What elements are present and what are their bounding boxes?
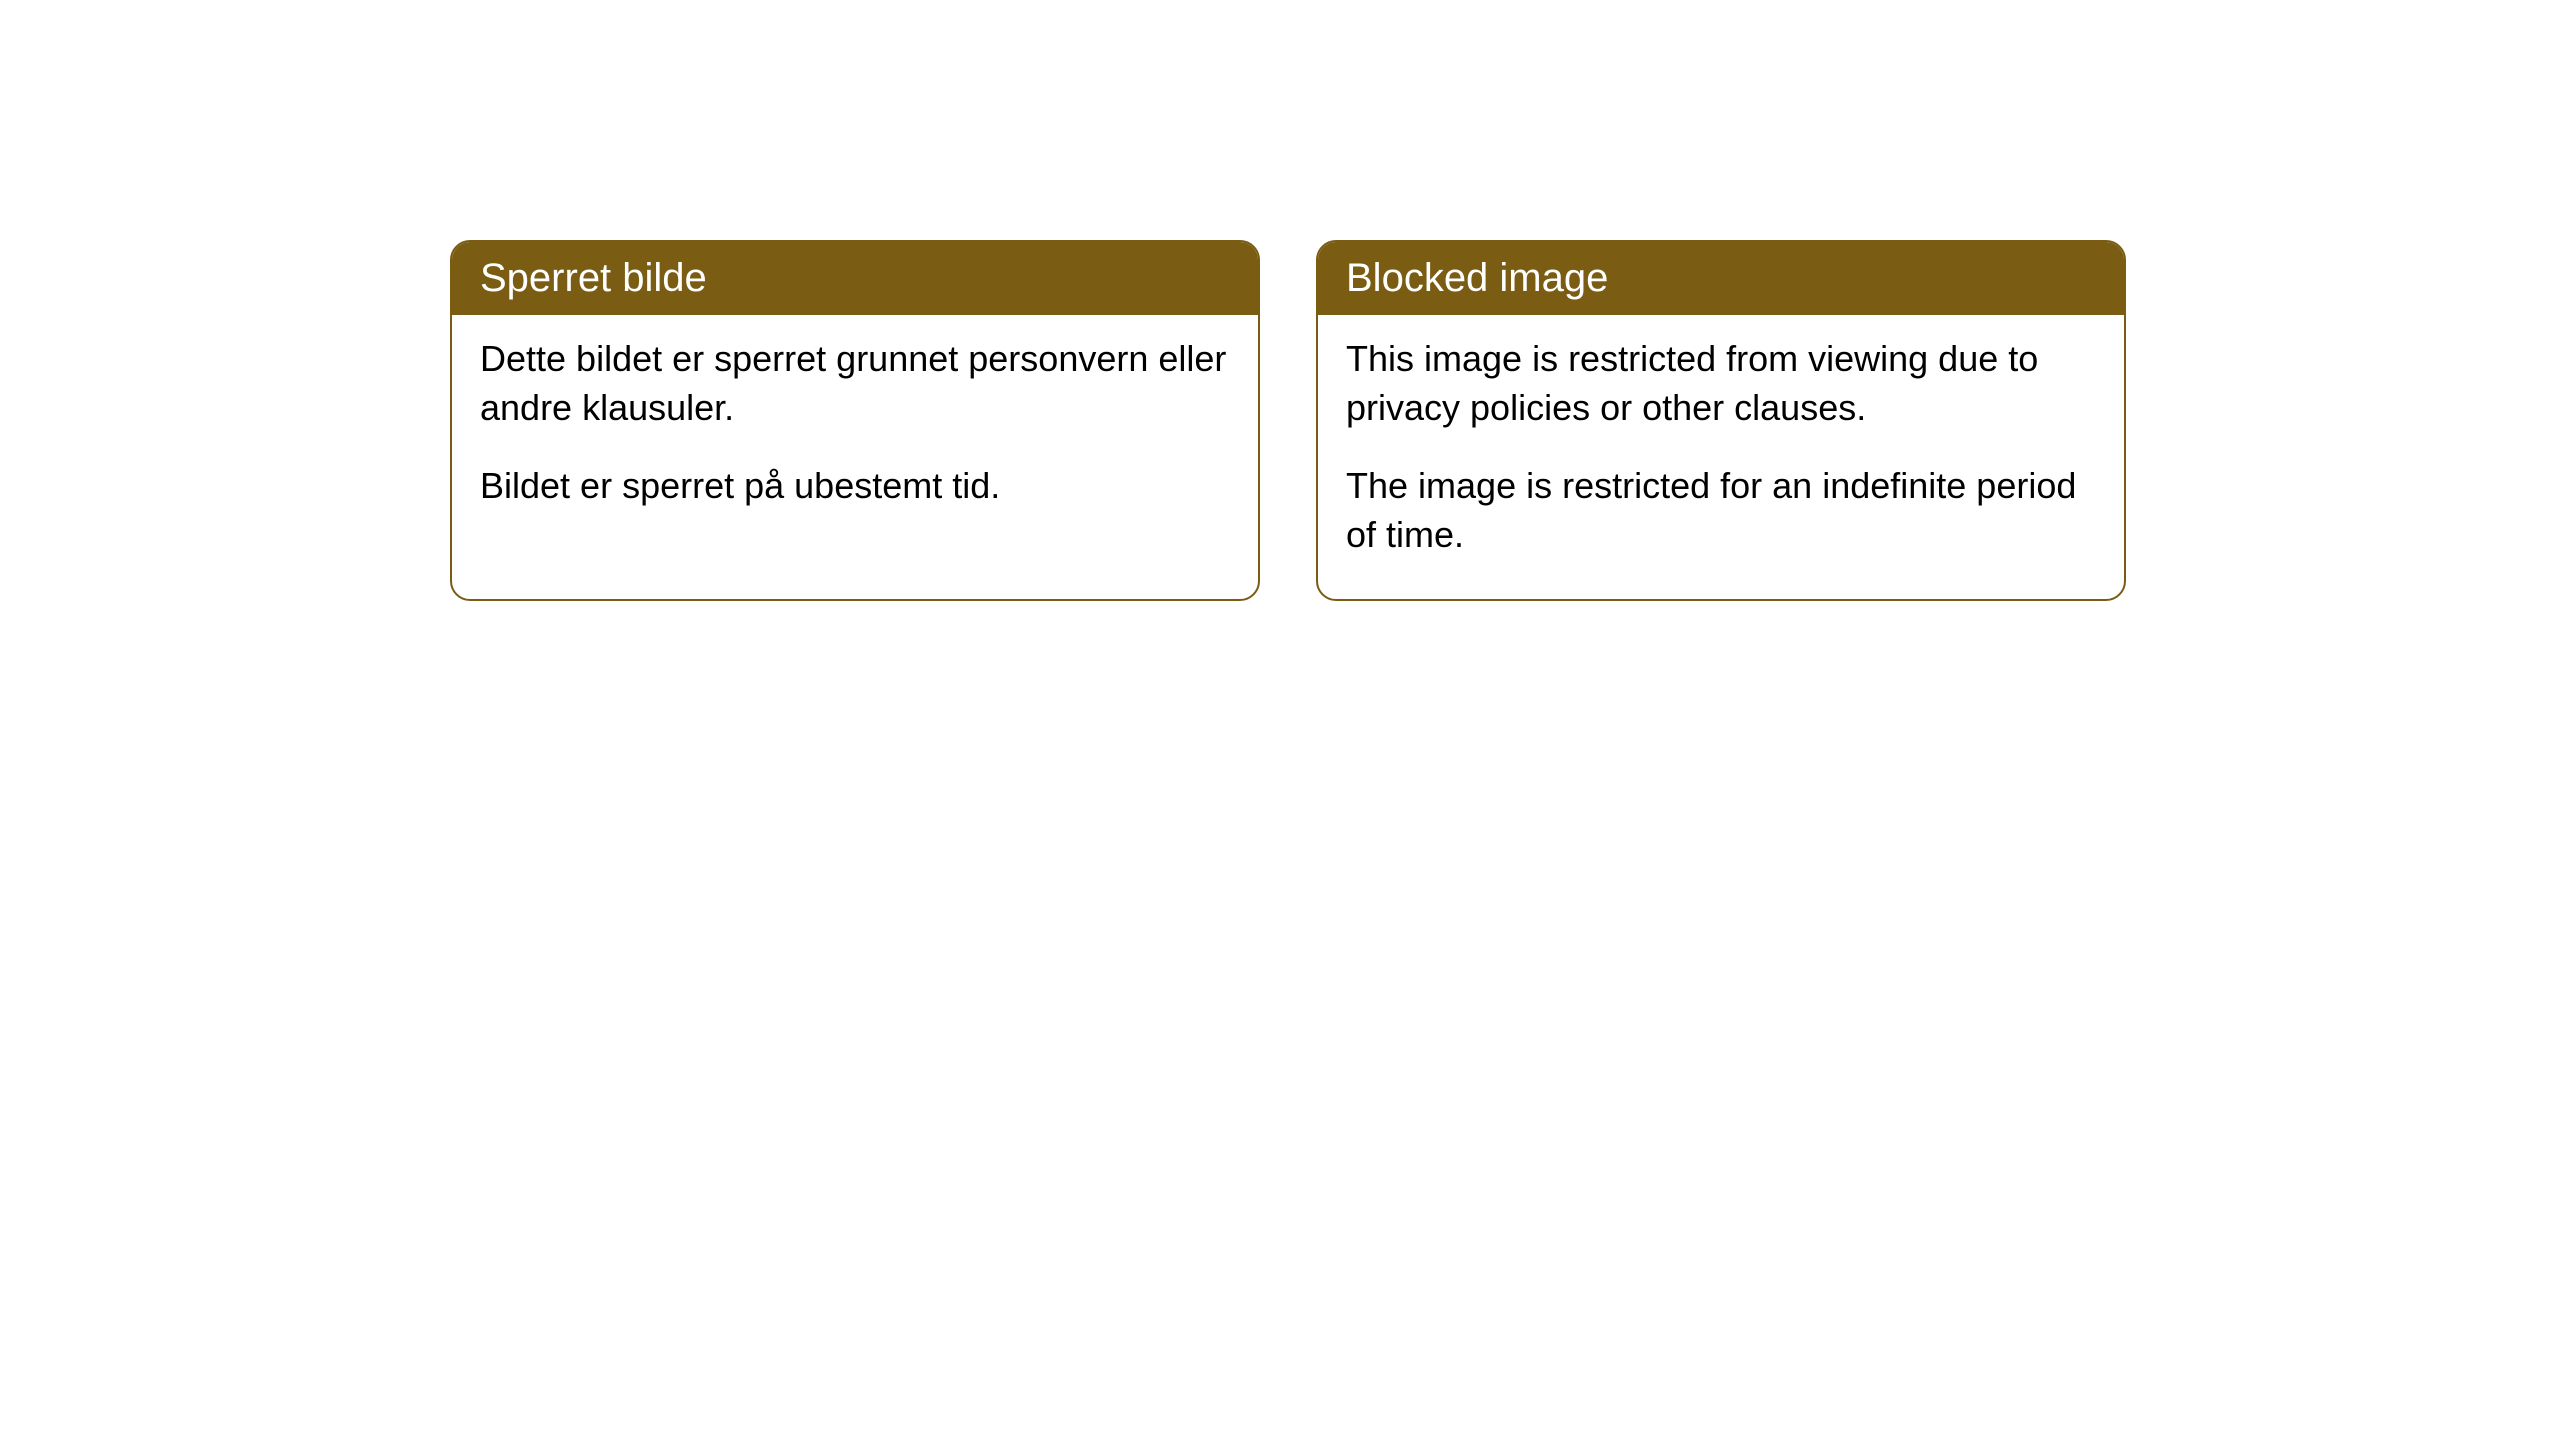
notice-card-norwegian: Sperret bilde Dette bildet er sperret gr… [450, 240, 1260, 601]
card-paragraph: This image is restricted from viewing du… [1346, 335, 2096, 432]
card-header: Sperret bilde [452, 242, 1258, 315]
card-body: This image is restricted from viewing du… [1318, 315, 2124, 599]
card-paragraph: The image is restricted for an indefinit… [1346, 462, 2096, 559]
card-body: Dette bildet er sperret grunnet personve… [452, 315, 1258, 551]
card-title: Sperret bilde [480, 256, 707, 300]
card-paragraph: Bildet er sperret på ubestemt tid. [480, 462, 1230, 511]
notice-cards-container: Sperret bilde Dette bildet er sperret gr… [450, 240, 2560, 601]
card-paragraph: Dette bildet er sperret grunnet personve… [480, 335, 1230, 432]
notice-card-english: Blocked image This image is restricted f… [1316, 240, 2126, 601]
card-header: Blocked image [1318, 242, 2124, 315]
card-title: Blocked image [1346, 256, 1608, 300]
